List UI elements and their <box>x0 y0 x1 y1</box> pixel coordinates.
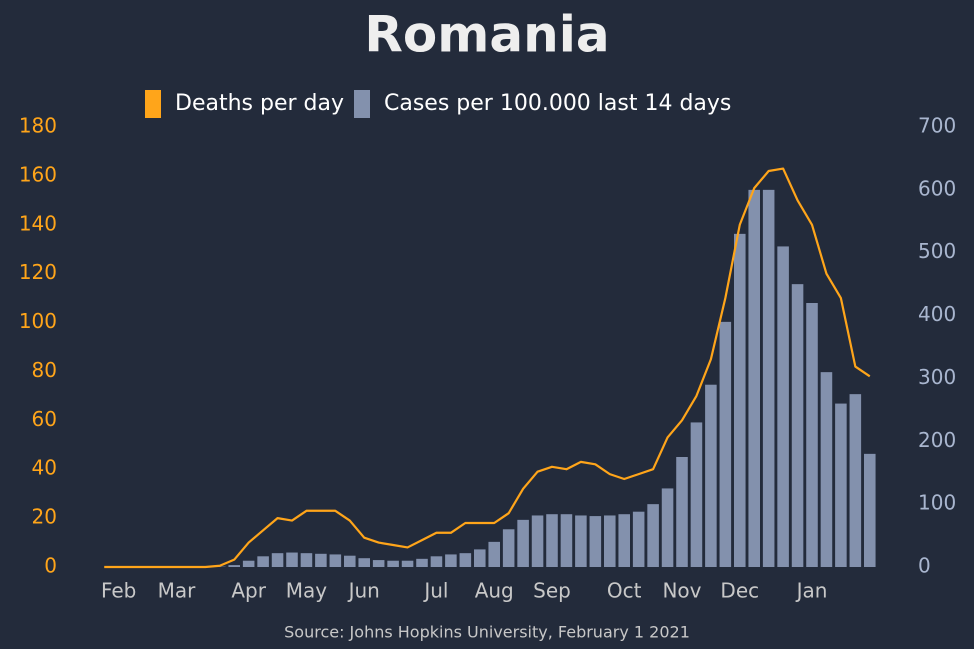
y2-tick-label: 600 <box>918 176 956 200</box>
y-tick-label: 160 <box>19 162 57 186</box>
bar <box>762 189 775 567</box>
bar <box>372 560 385 567</box>
bar <box>271 553 284 567</box>
x-tick-label: Jun <box>347 579 380 603</box>
x-tick-label: Nov <box>662 579 701 603</box>
bar <box>401 560 414 567</box>
bar <box>474 549 486 567</box>
bar <box>589 516 602 567</box>
bar <box>445 554 457 567</box>
bar <box>647 504 659 567</box>
y-tick-label: 180 <box>19 114 57 138</box>
bar <box>488 541 500 567</box>
bar <box>791 284 804 567</box>
bar <box>864 453 876 567</box>
x-tick-label: Feb <box>101 579 136 603</box>
x-tick-label: Oct <box>607 579 642 603</box>
bar <box>257 556 269 567</box>
bar <box>546 514 558 567</box>
legend-label: Deaths per day <box>175 91 344 116</box>
bar <box>560 514 573 567</box>
x-tick-label: Mar <box>158 579 197 603</box>
bar <box>849 394 862 567</box>
bar <box>690 422 703 567</box>
bar <box>820 372 833 567</box>
y-tick-label: 80 <box>32 358 57 382</box>
chart-title: Romania <box>364 6 609 64</box>
source: Source: Johns Hopkins University, Februa… <box>284 623 690 642</box>
y2-tick-label: 0 <box>918 554 931 578</box>
bar <box>618 514 630 567</box>
y2-tick-label: 100 <box>918 491 956 515</box>
bar <box>575 515 587 567</box>
y-tick-label: 0 <box>44 554 57 578</box>
bar <box>604 515 616 567</box>
bar <box>806 303 818 567</box>
bar <box>676 457 688 567</box>
bar <box>228 565 240 567</box>
bar <box>286 552 298 567</box>
bar <box>344 555 356 567</box>
x-tick-label: Aug <box>475 579 514 603</box>
bar <box>734 233 746 567</box>
y2-tick-label: 400 <box>918 302 956 326</box>
legend-swatch <box>145 90 161 118</box>
x-tick-label: Jan <box>795 579 828 603</box>
y-tick-label: 100 <box>19 309 57 333</box>
y-tick-label: 40 <box>32 456 57 480</box>
y2-tick-label: 300 <box>918 365 956 389</box>
legend-label: Cases per 100.000 last 14 days <box>384 91 731 116</box>
y-tick-label: 120 <box>19 260 57 284</box>
x-tick-label: Sep <box>533 579 571 603</box>
bar <box>459 553 472 567</box>
bar <box>329 554 342 567</box>
bar <box>777 246 789 567</box>
bar <box>387 560 399 567</box>
bar <box>531 515 544 567</box>
bar <box>430 556 443 567</box>
y2-tick-label: 200 <box>918 428 956 452</box>
bar <box>517 519 529 567</box>
y-tick-label: 140 <box>19 211 57 235</box>
x-tick-label: Dec <box>720 579 759 603</box>
bar <box>242 560 255 567</box>
y-tick-label: 20 <box>32 505 57 529</box>
bar <box>719 321 732 567</box>
y2-tick-label: 700 <box>918 114 956 138</box>
bar <box>835 403 847 567</box>
y2-tick-label: 500 <box>918 239 956 263</box>
bar <box>632 511 645 567</box>
bar <box>748 189 760 567</box>
bar <box>661 488 674 567</box>
x-tick-label: May <box>286 579 328 603</box>
x-tick-label: Apr <box>231 579 266 603</box>
bar <box>358 558 370 567</box>
bar <box>416 558 428 567</box>
y-tick-label: 60 <box>32 407 57 431</box>
x-tick-label: Jul <box>422 579 448 603</box>
bar <box>502 529 515 567</box>
legend-swatch <box>354 90 370 118</box>
bar <box>300 553 313 567</box>
line <box>104 167 871 569</box>
bar <box>315 553 327 567</box>
bar <box>705 384 717 567</box>
